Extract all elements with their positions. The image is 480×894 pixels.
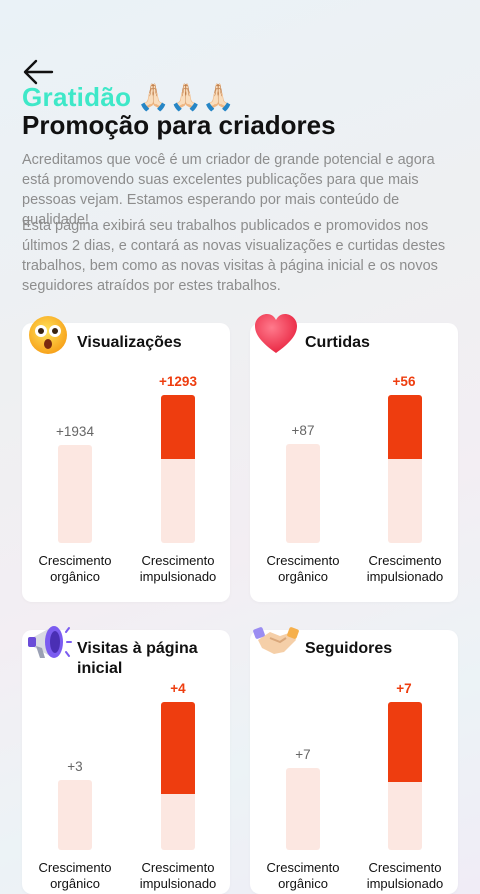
boost-label: Crescimento impulsionado [366, 553, 444, 584]
boost-value: +56 [392, 374, 416, 389]
card-title: Visualizações [77, 334, 182, 351]
card-views: Visualizações +1934 +1293 Crescimento or… [22, 316, 230, 602]
boost-bar [161, 702, 195, 794]
card-likes: Curtidas +87 +56 Crescimento orgânico Cr… [250, 314, 458, 602]
organic-bar [286, 444, 320, 543]
description-paragraph-2: Esta página exibirá seu trabalhos public… [22, 218, 446, 294]
boost-bar-base [388, 459, 422, 543]
boost-label: Crescimento impulsionado [139, 860, 217, 891]
boost-bar-base [161, 794, 195, 850]
gratidao-text: Gratidão [22, 81, 132, 112]
handshake-icon [253, 627, 299, 654]
description-paragraph-1: Acreditamos que você é um criador de gra… [22, 152, 435, 228]
astonished-face-icon [29, 316, 67, 354]
card-followers: Seguidores +7 +7 Crescimento orgânico Cr… [250, 627, 458, 894]
boost-bar [388, 702, 422, 782]
organic-label: Crescimento orgânico [266, 553, 340, 584]
boost-bar-base [388, 782, 422, 850]
boost-value: +7 [396, 681, 412, 696]
boost-bar-base [161, 459, 195, 543]
boost-value: +4 [170, 681, 186, 696]
organic-value: +1934 [56, 424, 94, 439]
megaphone-icon [28, 626, 72, 658]
organic-value: +7 [295, 747, 311, 762]
praying-hands-icon: 🙏🏻🙏🏻🙏🏻 [137, 82, 235, 112]
organic-label: Crescimento orgânico [266, 860, 340, 891]
boost-label: Crescimento impulsionado [139, 553, 217, 584]
card-profile-visits: Visitas à página inicial +3 +4 Crescimen… [22, 626, 230, 894]
card-title: Seguidores [305, 640, 393, 657]
gratidao-heading: Gratidão 🙏🏻🙏🏻🙏🏻 [22, 80, 234, 114]
organic-value: +3 [67, 759, 83, 774]
organic-value: +87 [291, 423, 315, 438]
arrow-left-icon[interactable] [22, 58, 56, 86]
heart-icon [255, 314, 297, 353]
boost-label: Crescimento impulsionado [366, 860, 444, 891]
organic-bar [58, 780, 92, 850]
organic-label: Crescimento orgânico [38, 860, 112, 891]
page-title: Promoção para criadores [22, 110, 336, 140]
organic-label: Crescimento orgânico [38, 553, 112, 584]
boost-value: +1293 [159, 374, 197, 389]
boost-bar [388, 395, 422, 459]
organic-bar [58, 445, 92, 543]
card-title: Visitas à página inicial [77, 640, 198, 677]
card-title: Curtidas [305, 334, 370, 351]
boost-bar [161, 395, 195, 459]
organic-bar [286, 768, 320, 850]
